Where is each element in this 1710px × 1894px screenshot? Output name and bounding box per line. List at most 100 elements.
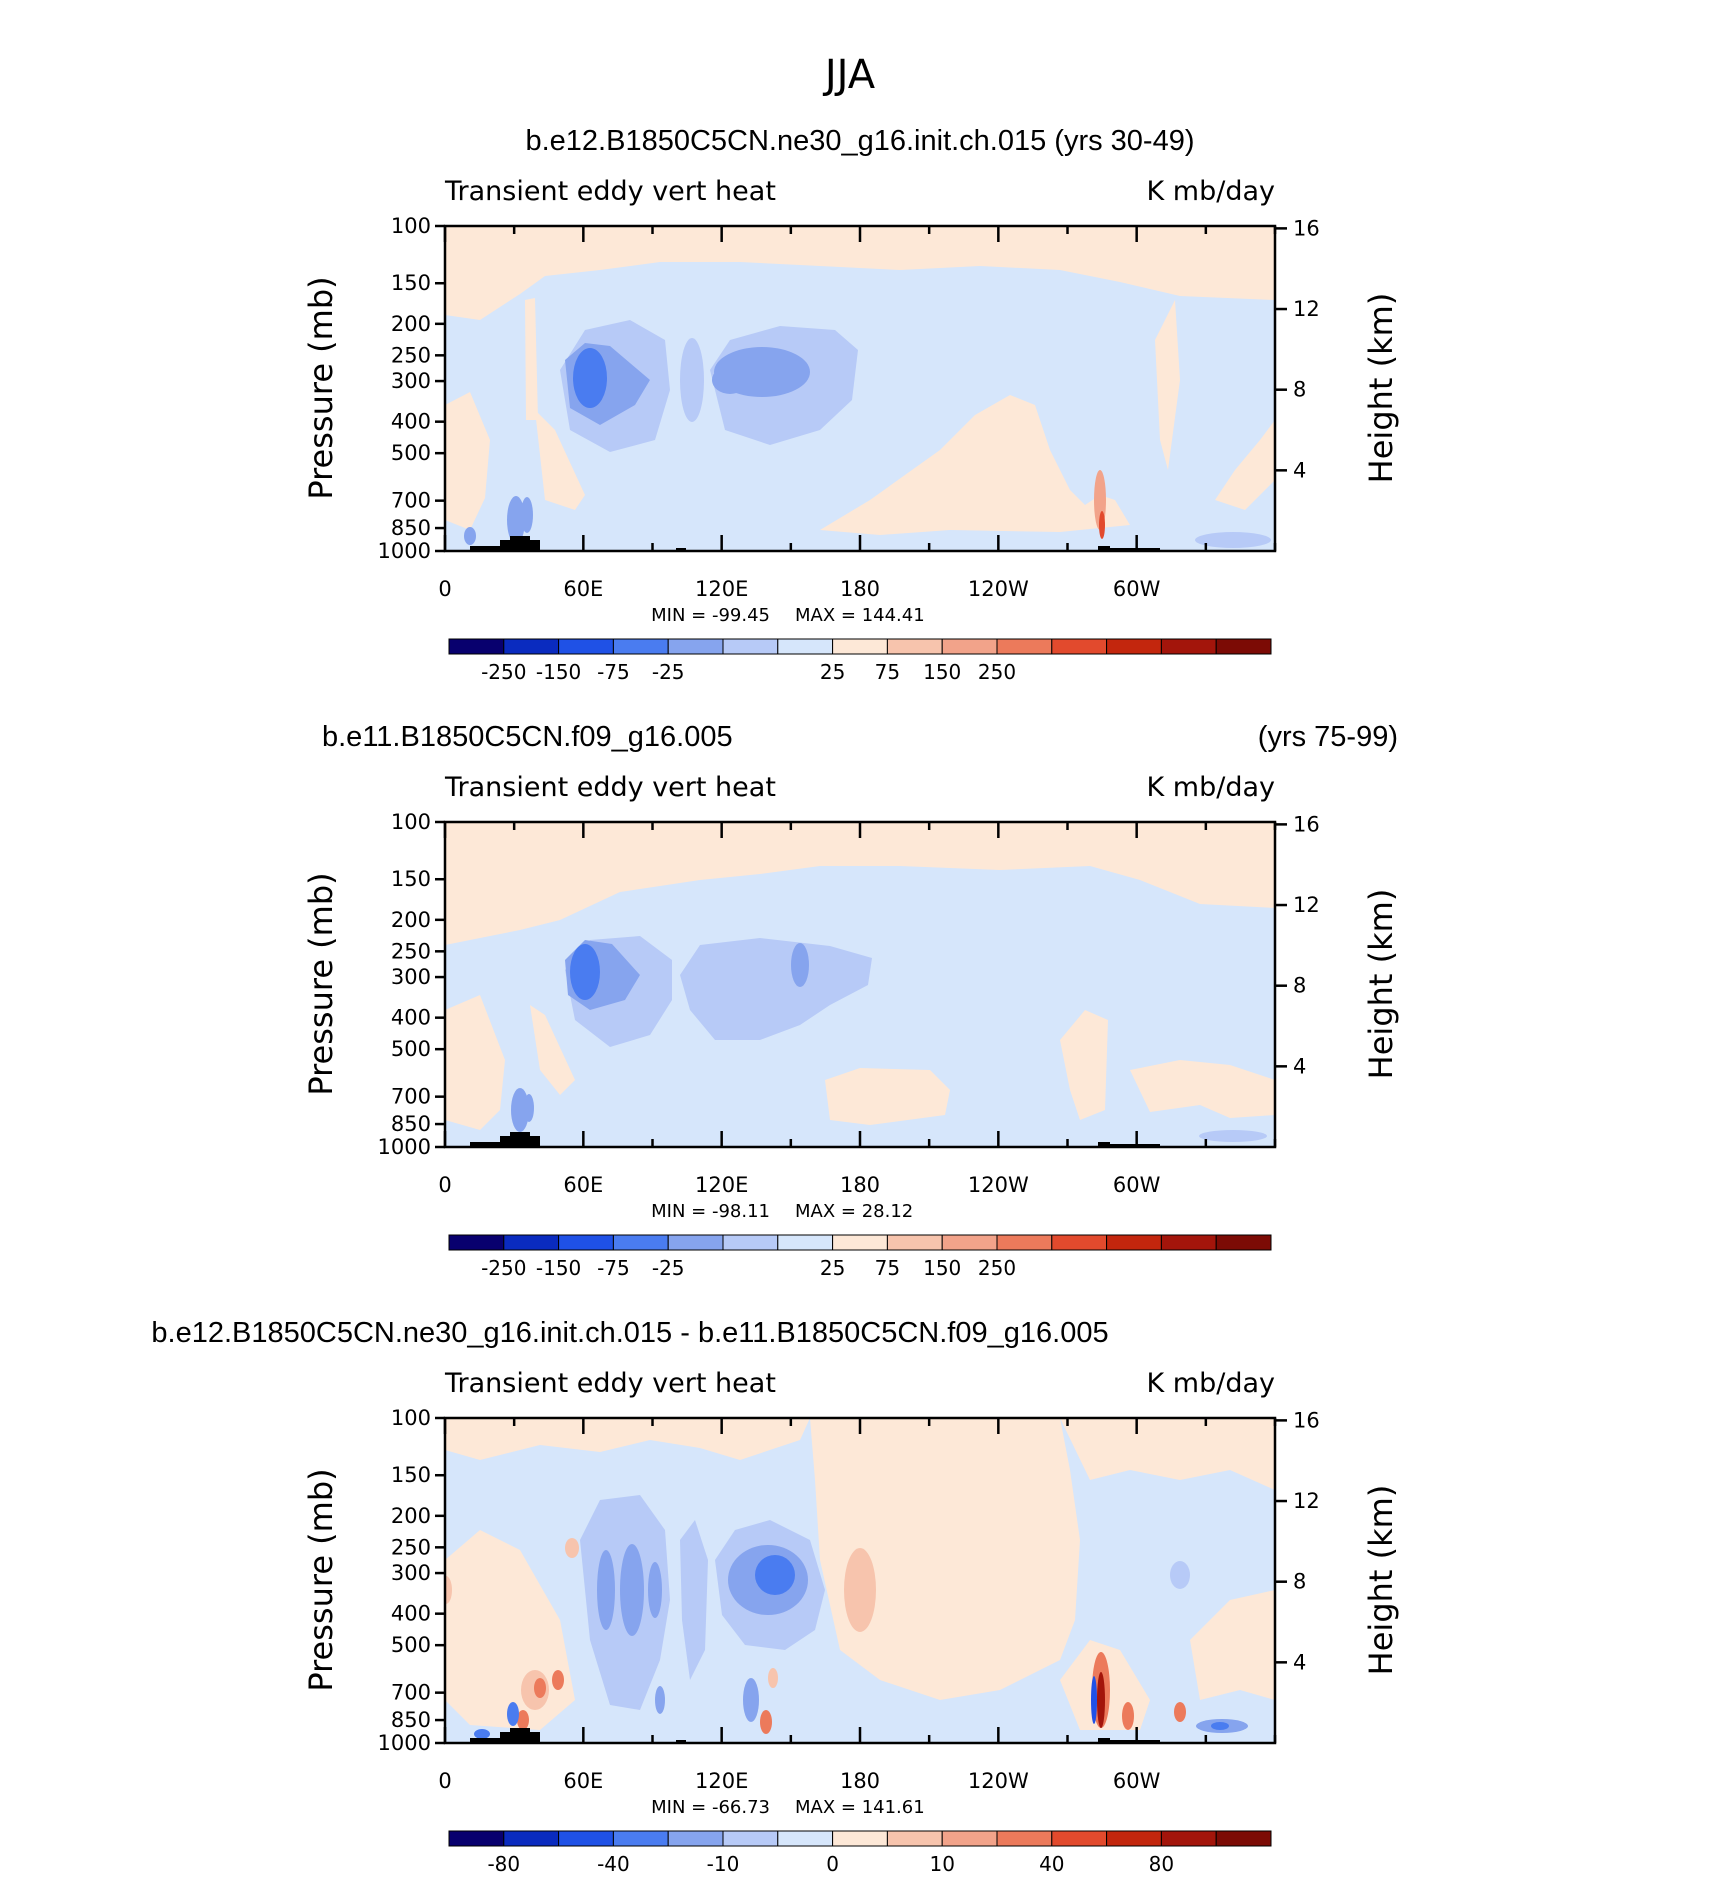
panel-c-colorbar-label: 0	[826, 1852, 839, 1876]
panel-c-colorbar-box	[503, 1830, 560, 1847]
panel-b-positive-east	[1130, 1060, 1275, 1118]
panel-c-colorbar-box	[448, 1830, 505, 1847]
panel-b-colorbar-box	[503, 1234, 560, 1251]
panel-a: b.e12.B1850C5CN.ne30_g16.init.ch.015 (yr…	[302, 125, 1400, 684]
panel-a-colorbar-box	[996, 638, 1053, 655]
panel-b-colorbar-box	[941, 1234, 998, 1251]
panel-c-colorbar-box	[1215, 1830, 1272, 1847]
panel-c-ytick-label: 100	[391, 1406, 431, 1430]
panel-c-left-string: Transient eddy vert heat	[444, 1368, 776, 1399]
panel-a-ytick-label: 200	[391, 312, 431, 336]
panel-b-colorbar-label: 150	[923, 1256, 961, 1280]
panel-b-low-neg-2	[524, 1094, 534, 1122]
panel-b-colorbar-label: -75	[597, 1256, 630, 1280]
panel-c-east-pos	[1174, 1702, 1186, 1722]
panel-c-colorbar-box	[612, 1830, 669, 1847]
panel-b-neg1-asia	[680, 938, 872, 1040]
panel-a-ytick-label: 300	[391, 369, 431, 393]
panel-a-colorbar-box	[886, 638, 943, 655]
panel-c-positive-east-low	[1190, 1590, 1275, 1700]
panel-a-upper-positive	[445, 226, 1275, 320]
panel-a-colorbar-box	[448, 638, 505, 655]
panel-a-pacific-positive	[820, 395, 1130, 535]
panel-a-colorbar-box	[1051, 638, 1108, 655]
panel-b-colorbar-box	[612, 1234, 669, 1251]
panel-a-colorbar-box	[941, 638, 998, 655]
panel-c-min-label: MIN = -66.73	[651, 1797, 770, 1818]
panel-c-pos-west-4	[517, 1710, 529, 1730]
panel-b-colorbar-box	[1106, 1234, 1162, 1251]
panel-b-colorbar-box	[558, 1234, 614, 1251]
panel-b-title-left: b.e11.B1850C5CN.f09_g16.005	[322, 721, 733, 753]
panel-a-lowtrop-positive-west	[445, 392, 490, 530]
panel-c-ytick-label: 850	[391, 1708, 431, 1732]
panel-c-colorbar-box	[941, 1830, 998, 1847]
panel-b-xtick-label: 60W	[1113, 1173, 1161, 1197]
panel-a-xtick-label: 60E	[563, 577, 603, 601]
panel-b-colorbar-box	[1160, 1234, 1217, 1251]
panel-b-right-string: K mb/day	[1147, 772, 1276, 803]
panel-c-colorbar-box	[832, 1830, 888, 1847]
panel-c-neg-low-2	[507, 1702, 519, 1726]
panel-a-neg2-asia-ext	[712, 366, 748, 394]
panel-b-low-neg-1	[511, 1088, 529, 1132]
panel-b-east-neg	[1199, 1130, 1267, 1142]
panel-b-ytick-label: 300	[391, 965, 431, 989]
panel-c-neg3-asia	[755, 1555, 795, 1595]
panel-b-yright-tick-label: 8	[1293, 974, 1306, 998]
panel-b-yright-tick-label: 16	[1293, 812, 1320, 836]
panel-a-colorbar-label: -75	[597, 660, 630, 684]
panel-a-east-neg	[1195, 532, 1271, 548]
panel-a-ytick-label: 400	[391, 410, 431, 434]
panel-b-positive-andes	[1060, 1010, 1108, 1120]
panel-c-colorbar-label: 10	[929, 1852, 954, 1876]
panel-c-colorbar-label: -80	[487, 1852, 520, 1876]
panel-c-topo-1	[470, 1728, 540, 1743]
panel-b-lowtrop-positive-west	[445, 995, 505, 1130]
panel-a-colorbar-label: 25	[820, 660, 845, 684]
panel-a-colorbar-box	[1106, 638, 1162, 655]
panel-b-xtick-label: 120W	[968, 1173, 1029, 1197]
panel-c-pos-mid-2	[760, 1710, 772, 1734]
panel-a-ytick-label: 100	[391, 214, 431, 238]
panel-b-ytick-label: 500	[391, 1037, 431, 1061]
panel-a-min-label: MIN = -99.45	[651, 605, 770, 626]
panel-b-colorbar-box	[1215, 1234, 1272, 1251]
panel-c-positive-top-band	[445, 1418, 810, 1460]
panel-a-colorbar-box	[777, 638, 834, 655]
panel-b-colorbar-box	[448, 1234, 505, 1251]
panel-a-colorbar-label: 150	[923, 660, 961, 684]
panel-c-ytick-label: 700	[391, 1681, 431, 1705]
panel-c-ytick-label: 150	[391, 1463, 431, 1487]
panel-a-positive-east	[1215, 420, 1275, 510]
panel-c-ytick-label: 400	[391, 1602, 431, 1626]
panel-a-colorbar-box	[667, 638, 724, 655]
panel-c-xtick-label: 0	[438, 1769, 451, 1793]
panel-a-colorbar: -250 -150 -75 -25 25 75 150 250	[448, 638, 1272, 684]
panel-b-yright-tick-label: 12	[1293, 893, 1320, 917]
panel-c-positive-pacific	[810, 1418, 1080, 1700]
panel-a-low-neg-1	[507, 496, 525, 544]
panel-a-xtick-label: 120E	[695, 577, 748, 601]
panel-b-ytick-label: 700	[391, 1085, 431, 1109]
panel-c-colorbar-box	[722, 1830, 779, 1847]
panel-c-xtick-label: 120E	[695, 1769, 748, 1793]
panel-b-colorbar-box	[777, 1234, 834, 1251]
panel-b-min-label: MIN = -98.11	[651, 1201, 770, 1222]
panel-b-colorbar-label: -25	[652, 1256, 685, 1280]
panel-c-xtick-label: 60E	[563, 1769, 603, 1793]
panel-c-field	[445, 1418, 1275, 1743]
panel-a-lowtrop-positive-sliver	[525, 298, 538, 420]
panel-b-colorbar-box	[832, 1234, 888, 1251]
panel-c-title: b.e12.B1850C5CN.ne30_g16.init.ch.015 - b…	[151, 1317, 1108, 1349]
panel-b-ytick-label: 1000	[378, 1135, 431, 1159]
panel-c-xtick-label: 120W	[968, 1769, 1029, 1793]
panel-a-yright-tick-label: 8	[1293, 378, 1306, 402]
panel-c-ylabel: Pressure (mb)	[302, 1468, 340, 1691]
panel-b-xtick-label: 180	[840, 1173, 880, 1197]
panel-c-pos-west-3	[552, 1670, 564, 1690]
